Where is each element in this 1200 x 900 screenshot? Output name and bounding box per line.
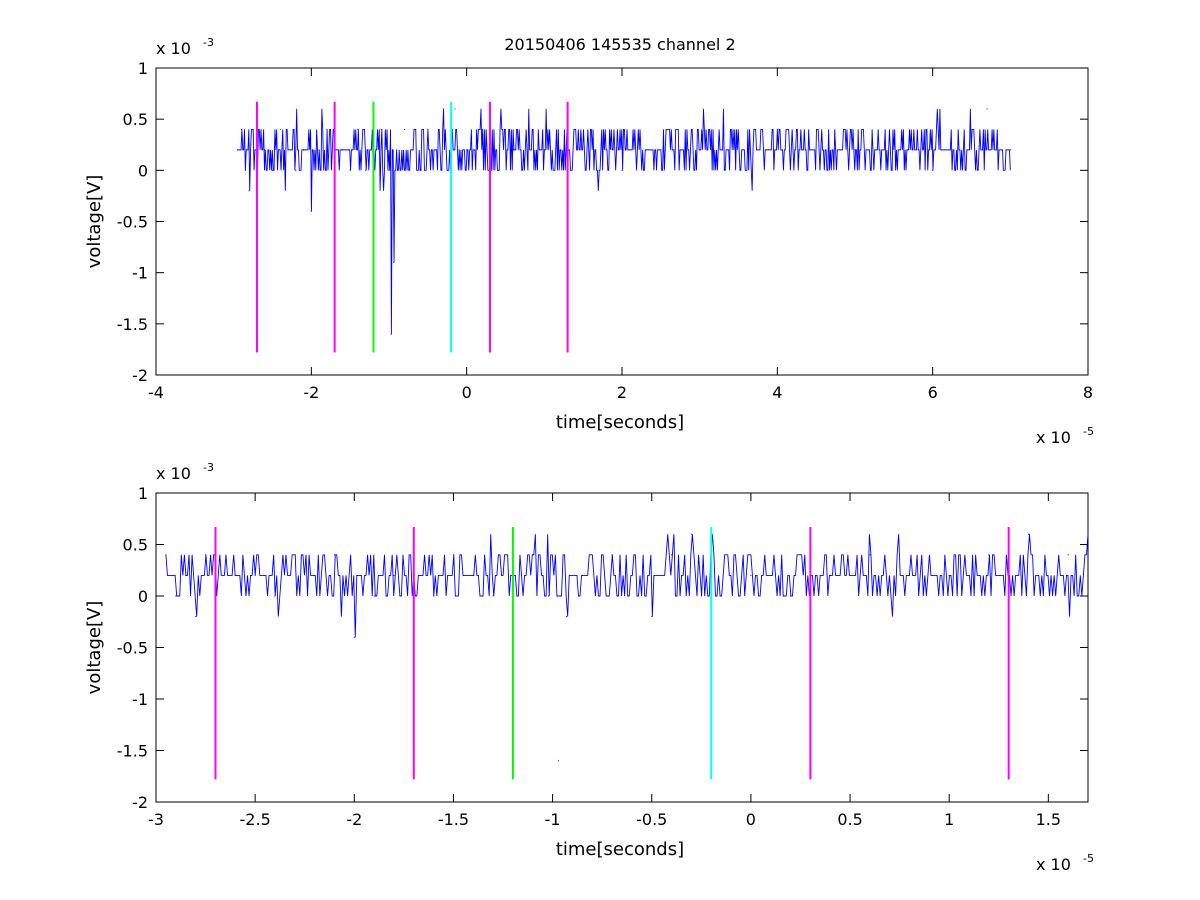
x-tick-label: -2 (303, 383, 319, 402)
x-tick-label: 8 (1083, 383, 1093, 402)
y-tick-label: -0.5 (117, 639, 148, 658)
y-tick-label: -1.5 (117, 742, 148, 761)
top-plot: -4 -2 0 2 4 6 8-2-1.5-1-0.500.51time[seconds]v… (84, 36, 1094, 447)
y-tick-label: 0 (138, 161, 148, 180)
x-tick-label: -4 (148, 383, 164, 402)
y-tick-label: -2 (132, 366, 148, 385)
bottom-plot: -3 -2.5 -2 -1.5 -1 -0.5 0 0.5 1 1.5 -2 -1.5 -1 -0.5 0 0… (84, 461, 1094, 874)
y-tick-label: 1 (138, 484, 148, 503)
y-axis-multiplier: x 10 (156, 464, 191, 483)
x-axis-label: time[seconds] (556, 412, 684, 433)
x-tick-label: 4 (772, 383, 782, 402)
y-tick-label: 0 (138, 587, 148, 606)
x-tick-label: 1 (944, 810, 954, 829)
figure-title: 20150406 145535 channel 2 (504, 35, 735, 54)
y-axis-multiplier: x 10 (156, 39, 191, 58)
x-tick-label: 0 (746, 810, 756, 829)
y-tick-label: -1 (132, 264, 148, 283)
y-tick-label: -1 (132, 690, 148, 709)
x-tick-label: -2 (346, 810, 362, 829)
y-tick-label: 0.5 (123, 110, 148, 129)
x-axis-multiplier: x 10 (1036, 428, 1071, 447)
x-axis-multiplier: x 10 (1036, 855, 1071, 874)
x-axis-exponent: -5 (1083, 852, 1094, 865)
y-axis-label: voltage[V] (84, 175, 105, 269)
x-tick-label: -3 (148, 810, 164, 829)
y-tick-label: -2 (132, 793, 148, 812)
y-axis-exponent: -3 (203, 36, 214, 49)
x-tick-label: -2.5 (240, 810, 271, 829)
y-tick-label: -1.5 (117, 315, 148, 334)
x-axis-exponent: -5 (1083, 425, 1094, 438)
x-tick-label: -1 (545, 810, 561, 829)
x-tick-label: 6 (928, 383, 938, 402)
x-tick-label: 0.5 (837, 810, 862, 829)
y-axis-exponent: -3 (203, 461, 214, 474)
x-tick-label: 0 (462, 383, 472, 402)
signal-trace (165, 534, 1089, 638)
y-axis-label: voltage[V] (84, 601, 105, 695)
y-tick-label: -0.5 (117, 213, 148, 232)
x-tick-label: 1.5 (1036, 810, 1061, 829)
x-tick-label: -1.5 (438, 810, 469, 829)
signal-trace (237, 108, 1011, 335)
x-tick-label: 2 (617, 383, 627, 402)
y-tick-label: 0.5 (123, 536, 148, 555)
x-axis-label: time[seconds] (556, 839, 684, 860)
y-tick-label: 1 (138, 59, 148, 78)
x-tick-label: -0.5 (636, 810, 667, 829)
